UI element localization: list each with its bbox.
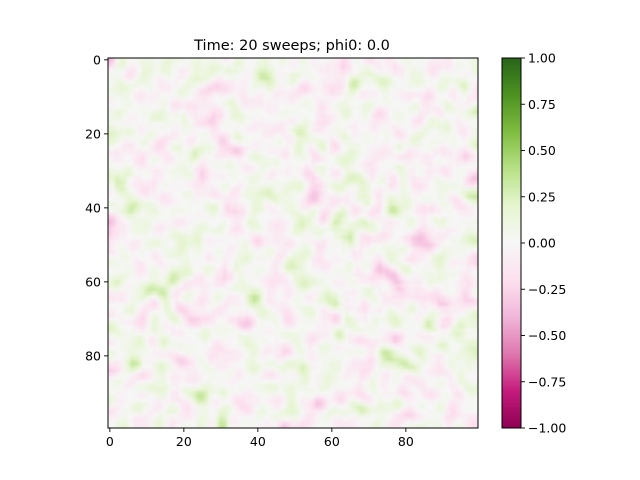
y-axis: 0 20 40 60 80 (85, 52, 108, 363)
y-tick-label: 60 (85, 274, 101, 289)
plot-frame (107, 57, 479, 429)
heatmap-plot-area (107, 57, 479, 429)
x-axis: 0 20 40 60 80 (106, 428, 414, 449)
colorbar: 1.00 0.75 0.50 0.25 0.00 −0.25 −0.50 −0.75 −1.00 (501, 51, 566, 436)
x-tick-label: 40 (250, 434, 266, 449)
heatmap-image (108, 58, 478, 428)
colorbar-tick-label: 0.75 (528, 97, 556, 112)
x-tick-label: 80 (398, 434, 414, 449)
y-tick-label: 80 (85, 348, 101, 363)
colorbar-tick-label: 0.25 (528, 189, 556, 204)
colorbar-tick-label: −0.75 (528, 374, 566, 389)
colorbar-ticks: 1.00 0.75 0.50 0.25 0.00 −0.25 −0.50 −0.75 −1.00 (521, 51, 566, 436)
y-tick-label: 40 (85, 200, 101, 215)
colorbar-tick-label: −1.00 (528, 421, 566, 436)
y-tick-label: 0 (93, 52, 101, 67)
colorbar-tick-label: 0.50 (528, 143, 556, 158)
x-tick-label: 0 (106, 434, 114, 449)
colorbar-tick-label: 0.00 (528, 236, 556, 251)
colorbar-gradient (502, 58, 521, 428)
colorbar-tick-label: −0.25 (528, 282, 566, 297)
x-tick-label: 60 (324, 434, 340, 449)
x-tick-label: 20 (176, 434, 192, 449)
chart-title: Time: 20 sweeps; phi0: 0.0 (193, 38, 390, 54)
y-tick-label: 20 (85, 126, 101, 141)
colorbar-tick-label: −0.50 (528, 328, 566, 343)
colorbar-tick-label: 1.00 (528, 51, 556, 66)
